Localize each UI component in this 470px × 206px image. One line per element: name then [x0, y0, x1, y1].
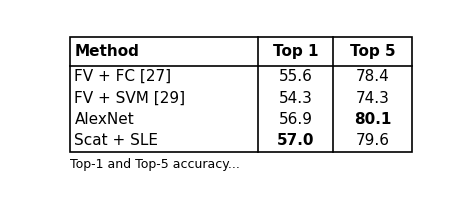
Text: Method: Method — [74, 44, 139, 59]
Text: 56.9: 56.9 — [279, 112, 313, 127]
Text: FV + FC [27]: FV + FC [27] — [74, 69, 172, 84]
Text: 55.6: 55.6 — [279, 69, 313, 84]
Text: 54.3: 54.3 — [279, 91, 313, 106]
Text: Top-1 and Top-5 accuracy...: Top-1 and Top-5 accuracy... — [70, 158, 240, 171]
Text: FV + SVM [29]: FV + SVM [29] — [74, 91, 186, 106]
Text: Top 1: Top 1 — [273, 44, 318, 59]
Text: 80.1: 80.1 — [354, 112, 392, 127]
Text: AlexNet: AlexNet — [74, 112, 134, 127]
Text: 79.6: 79.6 — [356, 133, 390, 148]
Text: 78.4: 78.4 — [356, 69, 390, 84]
Text: Top 5: Top 5 — [350, 44, 396, 59]
Text: Scat + SLE: Scat + SLE — [74, 133, 158, 148]
Text: 74.3: 74.3 — [356, 91, 390, 106]
Text: 57.0: 57.0 — [277, 133, 314, 148]
